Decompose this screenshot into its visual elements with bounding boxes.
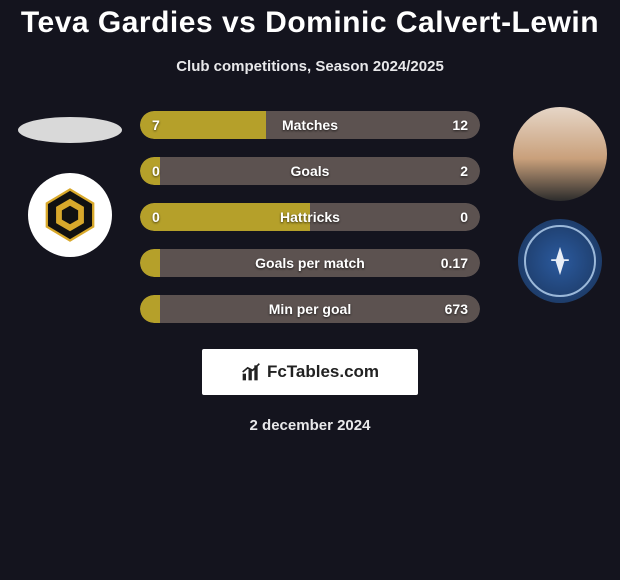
page-title: Teva Gardies vs Dominic Calvert-Lewin (0, 0, 620, 40)
player-right-avatar (513, 107, 607, 201)
date-line: 2 december 2024 (0, 417, 620, 434)
stat-bar-left (140, 249, 160, 277)
stat-label: Goals per match (255, 255, 365, 271)
stat-value-right: 2 (460, 163, 468, 179)
stat-value-right: 12 (452, 117, 468, 133)
player-left-avatar (18, 117, 122, 143)
stat-row: 7 12 Matches (140, 111, 480, 139)
stat-row: 0 0 Hattricks (140, 203, 480, 231)
stat-bars: 7 12 Matches 0 2 Goals 0 0 Hattricks 0.17 Goals pe… (140, 111, 480, 323)
watermark: FcTables.com (202, 349, 418, 395)
comparison-panel: 7 12 Matches 0 2 Goals 0 0 Hattricks 0.17 Goals pe… (0, 111, 620, 434)
stat-label: Matches (282, 117, 338, 133)
stat-value-right: 0.17 (441, 255, 468, 271)
wolves-icon (41, 186, 99, 244)
stat-label: Goals (291, 163, 330, 179)
stat-row: 0 2 Goals (140, 157, 480, 185)
stat-bar-left (140, 295, 160, 323)
stat-value-right: 0 (460, 209, 468, 225)
everton-icon (538, 239, 582, 283)
stat-label: Min per goal (269, 301, 351, 317)
stat-value-left: 7 (152, 117, 160, 133)
chart-icon (241, 362, 261, 382)
stat-label: Hattricks (280, 209, 340, 225)
stat-value-left: 0 (152, 209, 160, 225)
stat-value-right: 673 (445, 301, 468, 317)
subtitle: Club competitions, Season 2024/2025 (0, 58, 620, 75)
stat-value-left: 0 (152, 163, 160, 179)
player-right-column (490, 107, 620, 303)
stat-row: 0.17 Goals per match (140, 249, 480, 277)
player-right-club-badge (518, 219, 602, 303)
watermark-text: FcTables.com (267, 362, 379, 382)
player-left-column (8, 107, 132, 257)
stat-row: 673 Min per goal (140, 295, 480, 323)
player-left-club-badge (28, 173, 112, 257)
